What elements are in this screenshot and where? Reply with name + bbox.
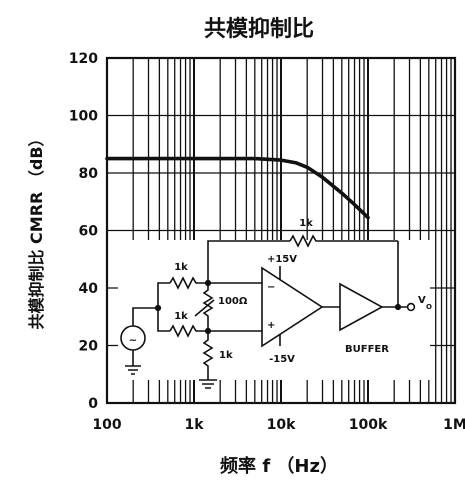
plot-frame xyxy=(105,56,457,405)
resistor-ground xyxy=(202,331,214,380)
ac-source-tilde: ~ xyxy=(129,335,137,346)
feedback-wire-left xyxy=(207,240,290,283)
resistor-in-top xyxy=(169,276,208,290)
opamp-triangle xyxy=(261,266,324,348)
input-split-wire xyxy=(157,282,170,332)
buffer-triangle xyxy=(339,282,384,332)
x-tick-label: 10k xyxy=(267,417,296,433)
opamp-inverting-sign: − xyxy=(267,282,275,293)
resistor-trim-label: 100Ω xyxy=(218,296,248,307)
resistor-in-bottom xyxy=(169,324,205,338)
cmrr-test-circuit: ~ 1k 1k 100Ω 1k − + +15V -15V 1k xyxy=(118,218,432,389)
resistor-ground-label: 1k xyxy=(219,350,233,361)
opamp-input-wires xyxy=(208,282,262,332)
y-tick-label: 0 xyxy=(88,396,98,412)
output-voltage-subscript: O xyxy=(426,303,432,311)
supply-positive-label: +15V xyxy=(267,254,297,265)
chart-title: 共模抑制比 xyxy=(204,17,314,42)
y-tick-label: 80 xyxy=(79,166,99,182)
resistor-feedback xyxy=(289,234,398,248)
opamp-noninverting-sign: + xyxy=(267,320,275,331)
source-wire xyxy=(132,307,158,326)
x-tick-label: 100 xyxy=(92,417,121,433)
x-tick-label: 100k xyxy=(349,417,388,433)
source-ground-symbol xyxy=(125,350,141,375)
cmrr-series-line-0 xyxy=(105,156,370,220)
output-voltage-label: V xyxy=(418,295,426,306)
x-axis-label: 频率 f （Hz） xyxy=(220,455,338,477)
output-terminal xyxy=(406,302,416,312)
y-tick-label: 60 xyxy=(79,224,99,240)
y-tick-label: 40 xyxy=(79,281,99,297)
y-tick-label: 120 xyxy=(69,51,98,67)
y-tick-label: 100 xyxy=(69,109,98,125)
buffer-label: BUFFER xyxy=(345,344,389,355)
resistor-in-top-label: 1k xyxy=(174,262,188,273)
y-tick-label: 20 xyxy=(79,339,99,355)
x-tick-label: 1M xyxy=(443,417,465,433)
junction-dot xyxy=(394,303,402,311)
resistor-feedback-label: 1k xyxy=(299,218,313,229)
trim-wiper-arrow xyxy=(194,299,215,317)
axis-tick-labels: 0 20 40 60 80 100 120 100 1k 10k 100k 1M xyxy=(69,51,465,433)
x-tick-label: 1k xyxy=(184,417,204,433)
series-layer xyxy=(105,156,370,220)
node-ground-symbol xyxy=(199,379,217,389)
resistor-in-bottom-label: 1k xyxy=(174,311,188,322)
resistor-trim xyxy=(202,283,214,331)
y-axis-label: 共模抑制比 CMRR （dB） xyxy=(27,130,46,329)
supply-negative-label: -15V xyxy=(269,354,295,365)
